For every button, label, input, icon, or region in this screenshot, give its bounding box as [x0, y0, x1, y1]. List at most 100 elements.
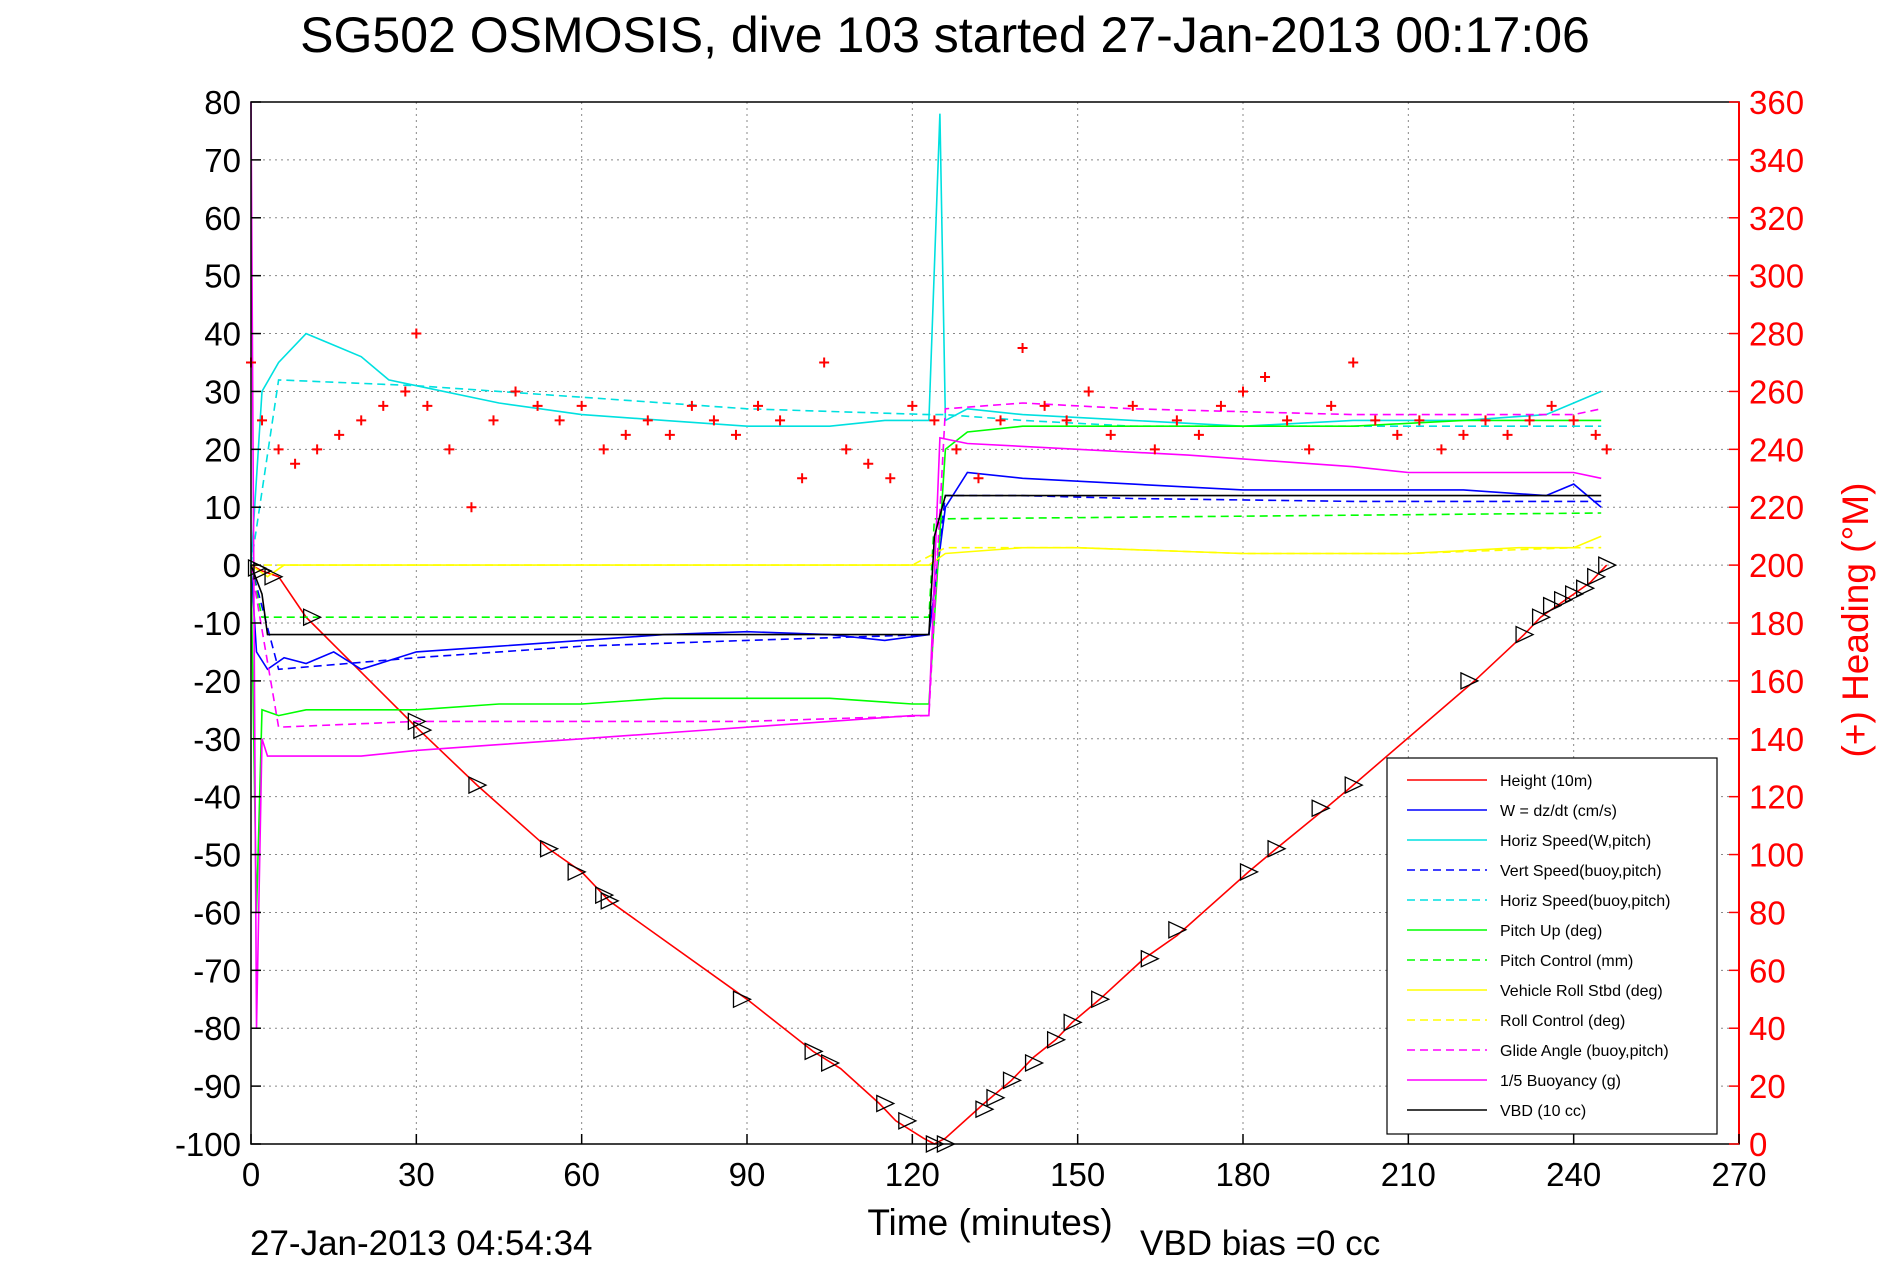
heading-layer: [246, 328, 1612, 513]
heading-point: [863, 458, 874, 469]
x-tick-label: 210: [1381, 1156, 1436, 1193]
y-tick-label: -60: [193, 894, 241, 931]
series-horiz-speed-w-pitch: [250, 113, 1602, 566]
heading-point: [753, 400, 764, 411]
y-tick-label: -10: [193, 605, 241, 642]
heading-point: [708, 415, 719, 426]
height-marker: [539, 839, 560, 858]
series-height-10m: [250, 564, 1608, 1145]
heading-point: [1480, 415, 1491, 426]
height-marker: [876, 1094, 896, 1113]
y-tick-label: -40: [193, 779, 241, 816]
y-tick-label: 60: [204, 200, 241, 237]
heading-point: [290, 458, 301, 469]
heading-point: [1083, 386, 1094, 397]
height-marker: [1587, 567, 1607, 586]
series-pitch-control-mm: [250, 512, 1602, 619]
y-right-tick-label: 280: [1749, 316, 1804, 353]
series-vbd-10-cc: [250, 494, 1602, 636]
legend-entry: Glide Angle (buoy,pitch): [1500, 1043, 1669, 1060]
series-layer: [250, 101, 1608, 1145]
height-marker: [1531, 608, 1552, 627]
heading-point: [422, 400, 433, 411]
height-marker: [1239, 862, 1260, 881]
y-right-tick-label: 180: [1749, 605, 1804, 642]
y-tick-label: 0: [223, 547, 241, 584]
heading-point: [1568, 415, 1579, 426]
heading-point: [664, 429, 675, 440]
heading-point: [1590, 429, 1601, 440]
heading-point: [488, 415, 499, 426]
y-axis-right-label: (+) Heading (°M): [1835, 483, 1876, 758]
height-marker: [1091, 990, 1111, 1009]
height-marker: [595, 886, 615, 905]
legend-entry: VBD (10 cc): [1500, 1103, 1586, 1120]
y-tick-label: 10: [204, 489, 241, 526]
height-marker: [1024, 1053, 1045, 1072]
heading-point: [1215, 400, 1226, 411]
heading-point: [686, 400, 697, 411]
y-right-tick-label: 240: [1749, 431, 1804, 468]
height-marker: [407, 712, 427, 731]
y-right-tick-label: 100: [1749, 837, 1804, 874]
heading-point: [1502, 429, 1513, 440]
y-right-tick-label: 320: [1749, 200, 1804, 237]
heading-point: [1193, 429, 1204, 440]
legend-box: [1386, 757, 1718, 1135]
y-right-tick-label: 120: [1749, 779, 1804, 816]
x-tick-label: 150: [1050, 1156, 1105, 1193]
legend-entry: W = dz/dt (cm/s): [1500, 803, 1617, 820]
heading-point: [1524, 415, 1535, 426]
height-marker: [1344, 776, 1364, 795]
series-pitch-up-deg: [250, 419, 1602, 913]
heading-point: [444, 444, 455, 455]
height-marker: [975, 1100, 995, 1119]
heading-point: [1061, 415, 1072, 426]
height-marker: [468, 776, 488, 795]
legend-entry: Roll Control (deg): [1500, 1013, 1625, 1030]
heading-point: [995, 415, 1006, 426]
heading-point: [1348, 357, 1359, 368]
y-right-tick-label: 220: [1749, 489, 1804, 526]
heading-point: [1039, 400, 1050, 411]
height-marker: [1063, 1013, 1083, 1032]
heading-point: [730, 429, 741, 440]
footer-timestamp: 27-Jan-2013 04:54:34: [250, 1224, 593, 1262]
heading-point: [1326, 400, 1337, 411]
series-vehicle-roll-stbd-deg: [250, 535, 1602, 578]
heading-point: [1238, 386, 1248, 397]
y-tick-label: -50: [193, 837, 241, 874]
heading-point: [554, 415, 565, 426]
heading-point: [257, 415, 268, 426]
legend: Height (10m) W = dz/dt (cm/s) Horiz Speed(…: [1386, 757, 1718, 1135]
x-tick-label: 90: [729, 1156, 766, 1193]
y-right-tick-label: 260: [1749, 373, 1804, 410]
y-right-tick-label: 40: [1749, 1010, 1786, 1047]
heading-point: [1171, 415, 1182, 426]
y-axis-right-ticks: 3603403203002802602402202001801601401201…: [1729, 84, 1804, 1163]
height-marker: [898, 1111, 918, 1130]
x-tick-label: 0: [242, 1156, 260, 1193]
height-marker: [1553, 590, 1574, 609]
x-tick-label: 270: [1711, 1156, 1766, 1193]
y-tick-label: 40: [204, 316, 241, 353]
height-marker: [1598, 556, 1618, 575]
heading-point: [1546, 400, 1557, 411]
y-right-tick-label: 60: [1749, 952, 1786, 989]
heading-point: [819, 357, 830, 368]
chart-title: SG502 OSMOSIS, dive 103 started 27-Jan-2…: [300, 7, 1590, 63]
height-marker: [1542, 596, 1563, 615]
y-tick-label: 30: [204, 373, 241, 410]
heading-point: [576, 400, 587, 411]
heading-point: [378, 400, 389, 411]
heading-point: [775, 415, 786, 426]
y-right-tick-label: 0: [1749, 1126, 1767, 1163]
height-marker: [804, 1042, 824, 1061]
height-marker: [1140, 949, 1160, 968]
y-tick-label: 80: [204, 84, 241, 121]
height-marker: [1515, 625, 1535, 644]
y-right-tick-label: 340: [1749, 142, 1804, 179]
height-marker: [1002, 1071, 1023, 1090]
x-axis-ticks: 0 30 60 90 120 150 180 210 240 270: [242, 1134, 1767, 1193]
heading-point: [797, 473, 808, 484]
